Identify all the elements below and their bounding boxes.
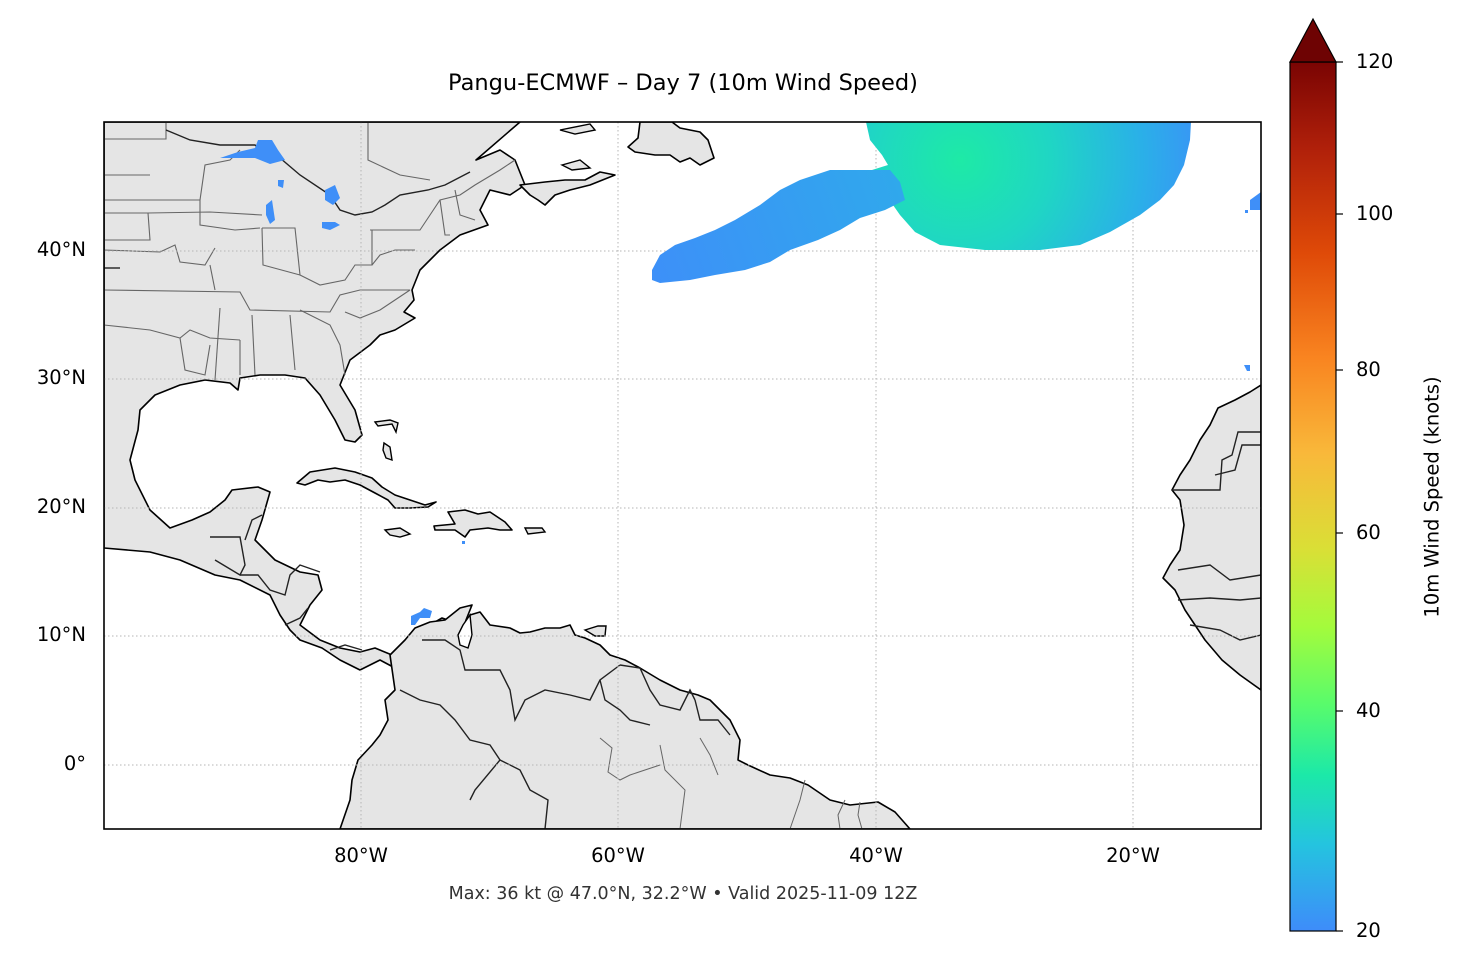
land-jamaica (383, 527, 412, 538)
land-nova-scotia (519, 171, 616, 206)
axes-frame (103, 121, 1262, 830)
colorbar-tick-20: 20 (1356, 919, 1381, 942)
land-west-africa (1162, 384, 1261, 691)
land-pei (560, 159, 592, 171)
country-borders (104, 129, 1261, 829)
land-newfoundland (627, 122, 715, 166)
wind-great-lakes-superior (220, 140, 285, 164)
wind-field (220, 122, 1261, 625)
gridlines (104, 122, 1261, 829)
ytick-label-0: 0° (63, 752, 86, 775)
state-borders (104, 122, 516, 381)
lake-maracaibo (457, 613, 473, 649)
colorbar (1288, 17, 1343, 932)
ytick-label-40n: 40°N (36, 238, 86, 261)
colorbar-tick-80: 80 (1356, 358, 1381, 381)
colorbar-ticks (1336, 61, 1343, 932)
xtick-label-60w: 60°W (591, 844, 645, 867)
land-trinidad (583, 625, 607, 637)
land-hispaniola (433, 509, 513, 538)
ytick-label-20n: 20°N (36, 495, 86, 518)
colorbar-tick-120: 120 (1356, 50, 1394, 73)
ytick-label-10n: 10°N (36, 623, 86, 646)
xtick-label-80w: 80°W (334, 844, 388, 867)
thin-river-borders (599, 737, 863, 829)
colorbar-tick-60: 60 (1356, 521, 1381, 544)
colorbar-label: 10m Wind Speed (knots) (1420, 376, 1444, 618)
land-bahamas (373, 419, 399, 462)
wind-jet-core (866, 122, 1191, 250)
xtick-label-40w: 40°W (849, 844, 903, 867)
xtick-label-20w: 20°W (1106, 844, 1160, 867)
wind-great-lakes-michigan (266, 180, 284, 224)
wind-great-lakes-huron (322, 185, 340, 230)
max-valid-annotation: Max: 36 kt @ 47.0°N, 32.2°W • Valid 2025… (448, 884, 918, 904)
colorbar-tick-100: 100 (1356, 202, 1394, 225)
ytick-label-30n: 30°N (36, 366, 86, 389)
wind-east-edge (1244, 192, 1261, 371)
wind-speck-hispaniola (462, 541, 465, 544)
colorbar-body (1289, 61, 1337, 932)
colorbar-extend-max-arrow (1288, 17, 1338, 63)
land-anticosti (559, 123, 597, 135)
wind-colombia-coast (411, 608, 432, 625)
land-puerto-rico (523, 527, 547, 535)
chart-title: Pangu-ECMWF – Day 7 (10m Wind Speed) (448, 70, 918, 96)
wind-jet-tail (652, 170, 905, 283)
colorbar-tick-40: 40 (1356, 699, 1381, 722)
